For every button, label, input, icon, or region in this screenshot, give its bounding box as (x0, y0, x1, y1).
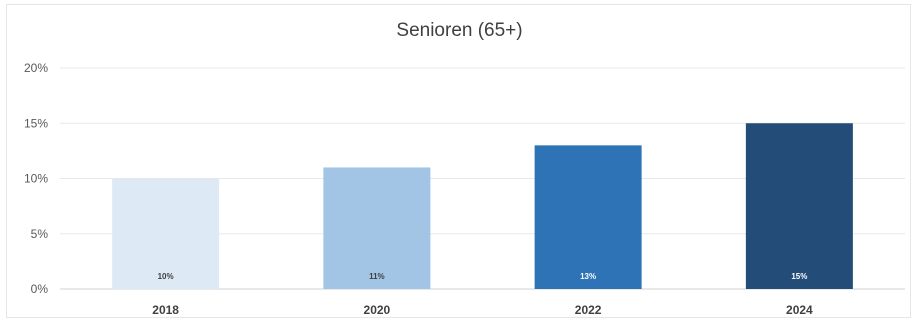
data-label: 10% (158, 272, 174, 281)
bar (112, 178, 220, 289)
data-label: 13% (580, 272, 596, 281)
y-tick-label: 0% (31, 282, 49, 296)
bar (745, 123, 853, 289)
data-label: 11% (369, 272, 385, 281)
chart-title: Senioren (65+) (396, 20, 523, 41)
y-tick-label: 15% (24, 116, 48, 130)
y-tick-label: 5% (31, 227, 49, 241)
bar (534, 145, 642, 289)
y-tick-label: 20% (24, 61, 48, 75)
y-tick-label: 10% (24, 172, 48, 186)
bar (323, 167, 431, 289)
x-tick-label: 2020 (364, 303, 391, 317)
x-tick-label: 2022 (575, 303, 602, 317)
x-tick-label: 2024 (786, 303, 813, 317)
x-tick-label: 2018 (152, 303, 179, 317)
data-label: 15% (791, 272, 807, 281)
